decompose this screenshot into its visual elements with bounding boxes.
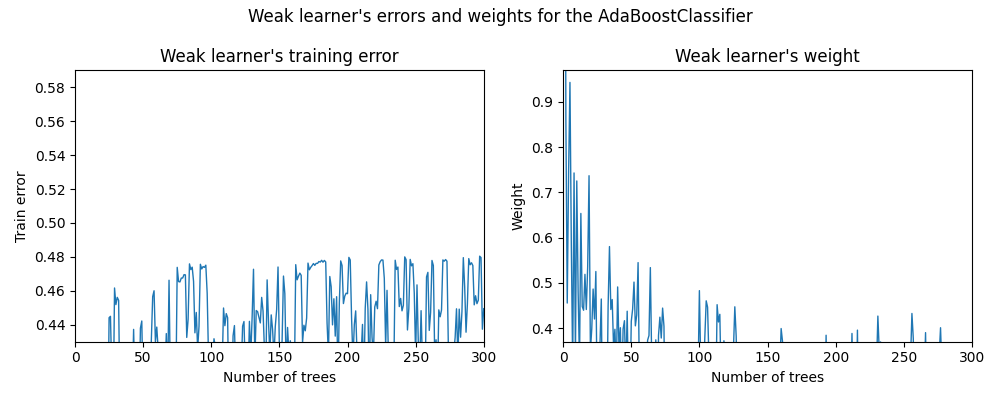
X-axis label: Number of trees: Number of trees [223, 371, 336, 385]
Text: Weak learner's errors and weights for the AdaBoostClassifier: Weak learner's errors and weights for th… [248, 8, 752, 26]
X-axis label: Number of trees: Number of trees [711, 371, 824, 385]
Title: Weak learner's training error: Weak learner's training error [160, 48, 399, 66]
Y-axis label: Weight: Weight [512, 182, 526, 230]
Y-axis label: Train error: Train error [15, 170, 29, 242]
Title: Weak learner's weight: Weak learner's weight [675, 48, 860, 66]
